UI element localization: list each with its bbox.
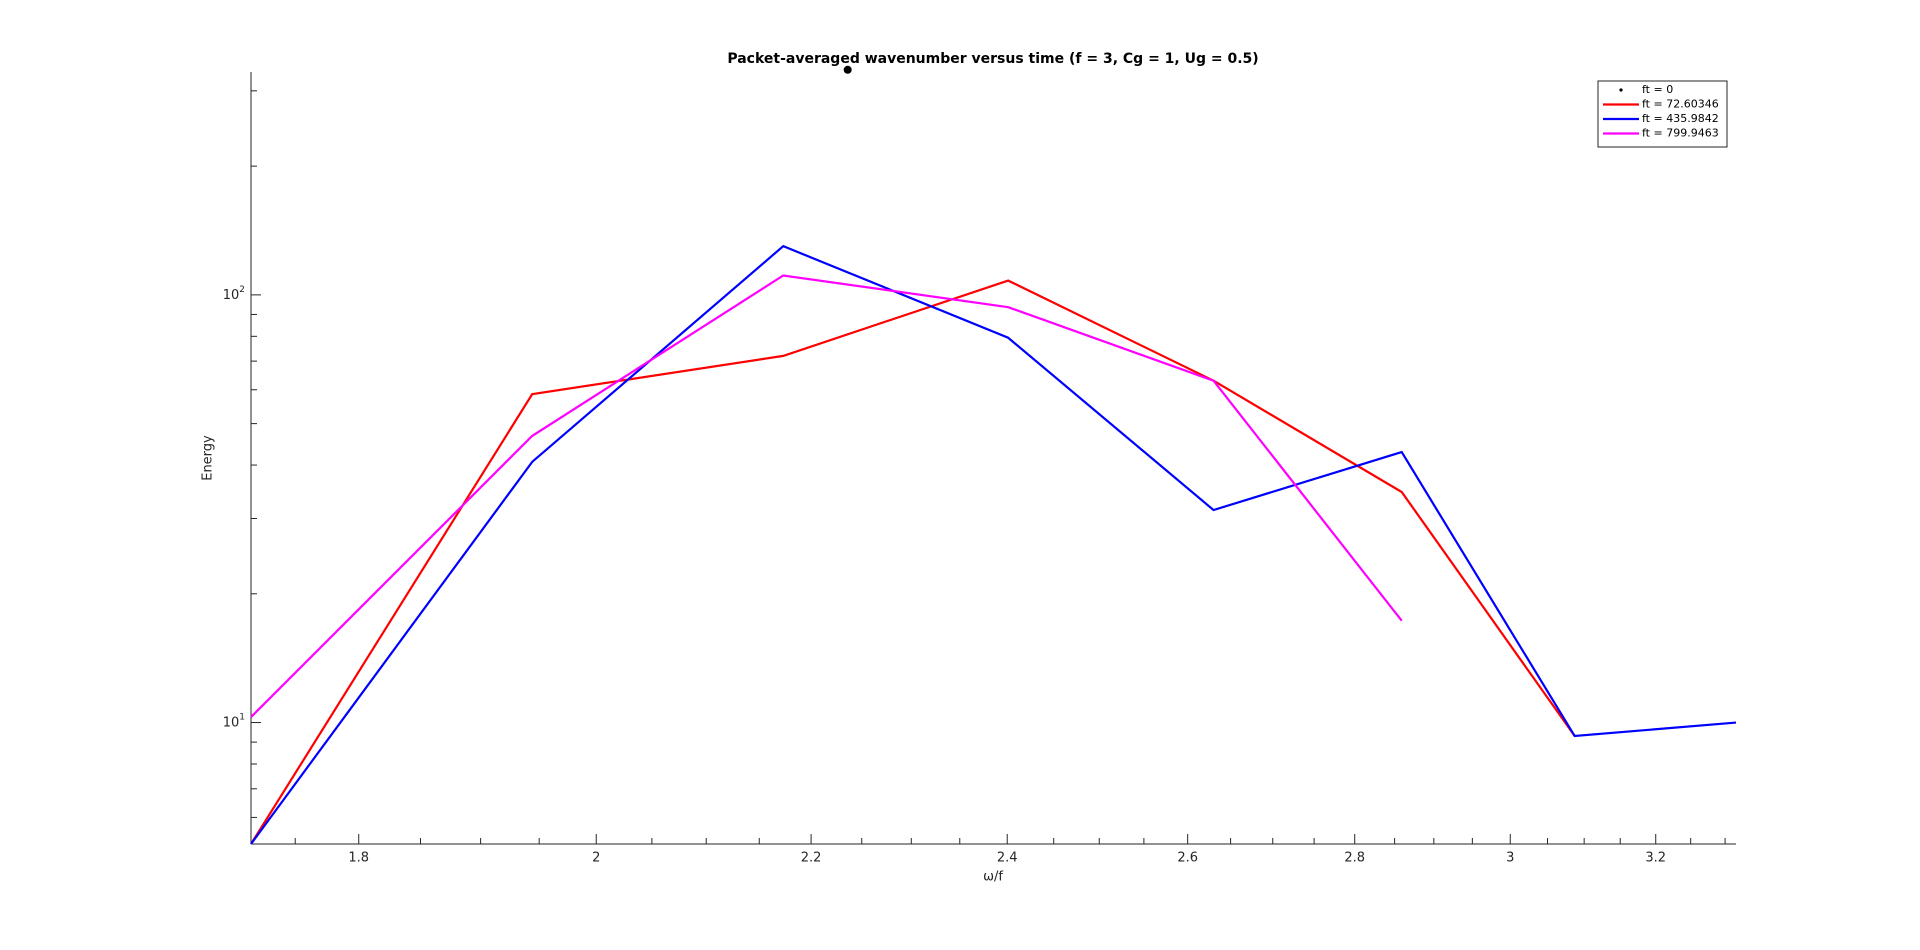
x-tick-label: 2.4	[997, 851, 1018, 866]
x-tick-label: 2.2	[801, 851, 822, 866]
x-tick-label: 2.8	[1344, 851, 1365, 866]
data-point	[843, 65, 852, 74]
chart-title: Packet-averaged wavenumber versus time (…	[727, 51, 1258, 67]
legend-box	[1597, 80, 1728, 148]
x-axis-label: ω/f	[983, 870, 1003, 885]
x-tick-label: 2.6	[1177, 851, 1198, 866]
legend-label: ft = 435.9842	[1642, 112, 1719, 125]
y-tick-label: 101	[223, 712, 245, 730]
x-tick-label: 2	[592, 851, 600, 866]
x-tick-label: 3.2	[1645, 851, 1666, 866]
series-line	[250, 244, 1737, 845]
legend-label: ft = 72.60346	[1642, 98, 1719, 111]
legend-label: ft = 799.9463	[1642, 127, 1719, 140]
x-tick-label: 3	[1506, 851, 1514, 866]
y-tick-label: 102	[223, 284, 245, 302]
series-line	[250, 279, 1576, 845]
series-line	[250, 274, 1403, 718]
x-tick-label: 1.8	[348, 851, 369, 866]
y-axis-label: Energy	[201, 435, 216, 481]
legend-label: ft = 0	[1642, 83, 1673, 96]
legend-marker	[1619, 88, 1623, 92]
